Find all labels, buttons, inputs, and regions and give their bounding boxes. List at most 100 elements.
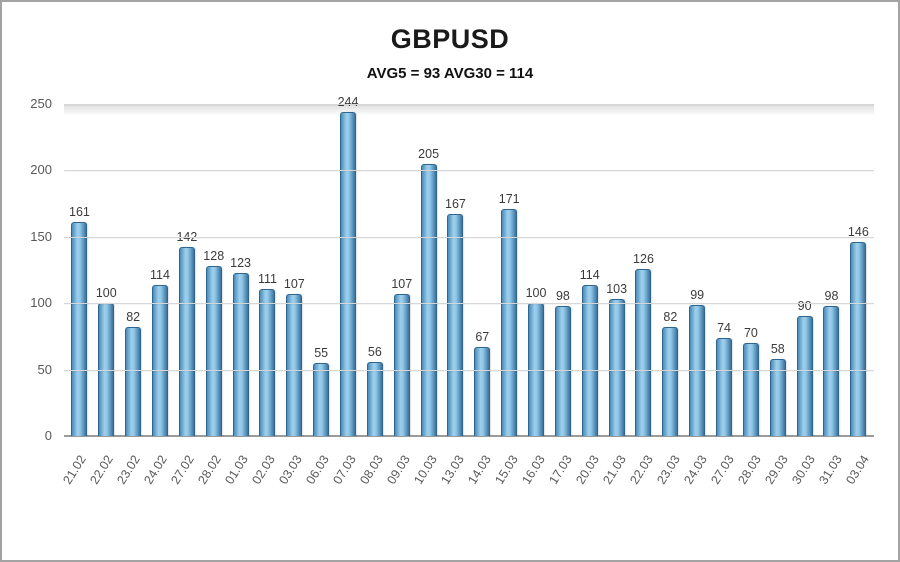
bar-value-label: 128 bbox=[203, 249, 225, 264]
bar-value-label: 100 bbox=[525, 286, 547, 301]
x-label-cell: 20.03 bbox=[573, 440, 604, 506]
x-tick-label: 10.03 bbox=[411, 452, 440, 487]
bar-value-label: 55 bbox=[314, 345, 329, 360]
x-label-cell: 14.03 bbox=[465, 440, 496, 506]
bar-value-label: 171 bbox=[498, 191, 520, 206]
plot-area: 161 100 82 114 142 128 123 111 107 55 244 56 107 205 1… bbox=[30, 95, 874, 443]
gridline-50 bbox=[64, 369, 874, 371]
bar bbox=[178, 247, 195, 436]
bars-container: 161 100 82 114 142 128 123 111 107 55 244 56 107 205 1… bbox=[66, 95, 872, 436]
x-label-cell: 08.03 bbox=[357, 440, 388, 506]
x-label-cell: 24.03 bbox=[681, 440, 712, 506]
bar bbox=[635, 268, 652, 436]
bar bbox=[152, 284, 168, 436]
bar-value-label: 67 bbox=[475, 330, 490, 345]
bar-column: 99 bbox=[684, 288, 711, 436]
x-label-cell: 15.03 bbox=[492, 440, 523, 506]
bar-value-label: 90 bbox=[797, 299, 812, 314]
x-label-cell: 27.03 bbox=[708, 440, 739, 506]
bar bbox=[742, 343, 759, 436]
bar-value-label: 161 bbox=[69, 205, 90, 220]
x-tick-label: 09.03 bbox=[384, 452, 413, 487]
x-axis-line bbox=[64, 435, 874, 437]
x-label-cell: 27.02 bbox=[168, 440, 199, 506]
bar bbox=[71, 222, 88, 436]
bar-value-label: 74 bbox=[717, 320, 731, 335]
y-tick-label: 150 bbox=[30, 228, 52, 244]
bar-column: 98 bbox=[818, 289, 845, 436]
x-tick-label: 29.03 bbox=[762, 452, 791, 487]
x-label-cell: 02.03 bbox=[249, 440, 280, 506]
bar-column: 205 bbox=[415, 147, 442, 436]
bar-column: 128 bbox=[200, 249, 227, 436]
bar bbox=[501, 208, 518, 436]
x-tick-label: 28.02 bbox=[195, 452, 224, 487]
x-label-cell: 17.03 bbox=[546, 440, 577, 506]
x-axis-labels: 21.02 22.02 23.02 24.02 27.02 28.02 01.03 02.03… bbox=[60, 440, 874, 506]
bar bbox=[366, 361, 383, 436]
y-tick-label: 100 bbox=[30, 295, 52, 311]
bar-value-label: 70 bbox=[743, 326, 758, 341]
bar bbox=[447, 214, 464, 436]
bar-column: 114 bbox=[147, 268, 174, 436]
gridline-200 bbox=[64, 170, 874, 172]
x-tick-label: 21.02 bbox=[60, 452, 89, 487]
x-tick-label: 14.03 bbox=[465, 452, 494, 487]
bar-column: 70 bbox=[737, 326, 764, 436]
bar-column: 114 bbox=[576, 268, 603, 436]
bar-value-label: 107 bbox=[283, 276, 305, 291]
bar bbox=[581, 284, 598, 436]
bar bbox=[340, 111, 357, 436]
bar-value-label: 100 bbox=[95, 286, 117, 301]
x-tick-label: 01.03 bbox=[222, 452, 251, 487]
x-tick-label: 22.02 bbox=[87, 452, 116, 487]
bar-value-label: 114 bbox=[579, 267, 600, 282]
x-label-cell: 07.03 bbox=[330, 440, 361, 506]
bar bbox=[662, 327, 679, 436]
x-label-cell: 21.03 bbox=[600, 440, 631, 506]
bar bbox=[823, 305, 840, 436]
x-tick-label: 07.03 bbox=[330, 452, 359, 487]
bar bbox=[554, 305, 571, 436]
x-tick-label: 30.03 bbox=[789, 452, 818, 487]
bar-value-label: 99 bbox=[690, 287, 705, 302]
bar-column: 171 bbox=[496, 192, 523, 436]
bar bbox=[313, 362, 330, 436]
bar-column: 161 bbox=[66, 205, 93, 436]
bar-column: 167 bbox=[442, 197, 469, 436]
x-label-cell: 31.03 bbox=[816, 440, 847, 506]
x-label-cell: 16.03 bbox=[519, 440, 550, 506]
x-tick-label: 15.03 bbox=[492, 452, 521, 487]
bar-value-label: 205 bbox=[418, 146, 440, 161]
bar-column: 58 bbox=[764, 342, 791, 436]
bar bbox=[796, 316, 813, 436]
x-label-cell: 13.03 bbox=[438, 440, 469, 506]
bar bbox=[125, 327, 142, 436]
x-label-cell: 09.03 bbox=[384, 440, 415, 506]
bar bbox=[420, 163, 437, 436]
x-label-cell: 24.02 bbox=[141, 440, 172, 506]
bar-column: 123 bbox=[227, 256, 254, 436]
x-label-cell: 23.02 bbox=[114, 440, 145, 506]
bar-value-label: 82 bbox=[663, 310, 678, 325]
bar-column: 100 bbox=[523, 286, 550, 436]
bar bbox=[259, 288, 276, 436]
x-label-cell: 28.02 bbox=[195, 440, 226, 506]
x-tick-label: 23.03 bbox=[654, 452, 683, 487]
x-tick-label: 24.03 bbox=[681, 452, 710, 487]
bar-value-label: 56 bbox=[367, 344, 382, 359]
bar-column: 56 bbox=[361, 345, 388, 436]
x-label-cell: 28.03 bbox=[735, 440, 766, 506]
bar-value-label: 82 bbox=[126, 310, 141, 325]
x-tick-label: 24.02 bbox=[141, 452, 170, 487]
y-tick-label: 200 bbox=[30, 162, 52, 178]
bar-value-label: 126 bbox=[633, 251, 654, 266]
bar bbox=[769, 358, 786, 436]
gridline-100 bbox=[64, 303, 874, 305]
bar-column: 107 bbox=[281, 277, 308, 436]
bar-column: 103 bbox=[603, 282, 630, 436]
bar bbox=[205, 266, 222, 436]
x-tick-label: 31.03 bbox=[816, 452, 845, 487]
bar-column: 74 bbox=[711, 321, 738, 436]
